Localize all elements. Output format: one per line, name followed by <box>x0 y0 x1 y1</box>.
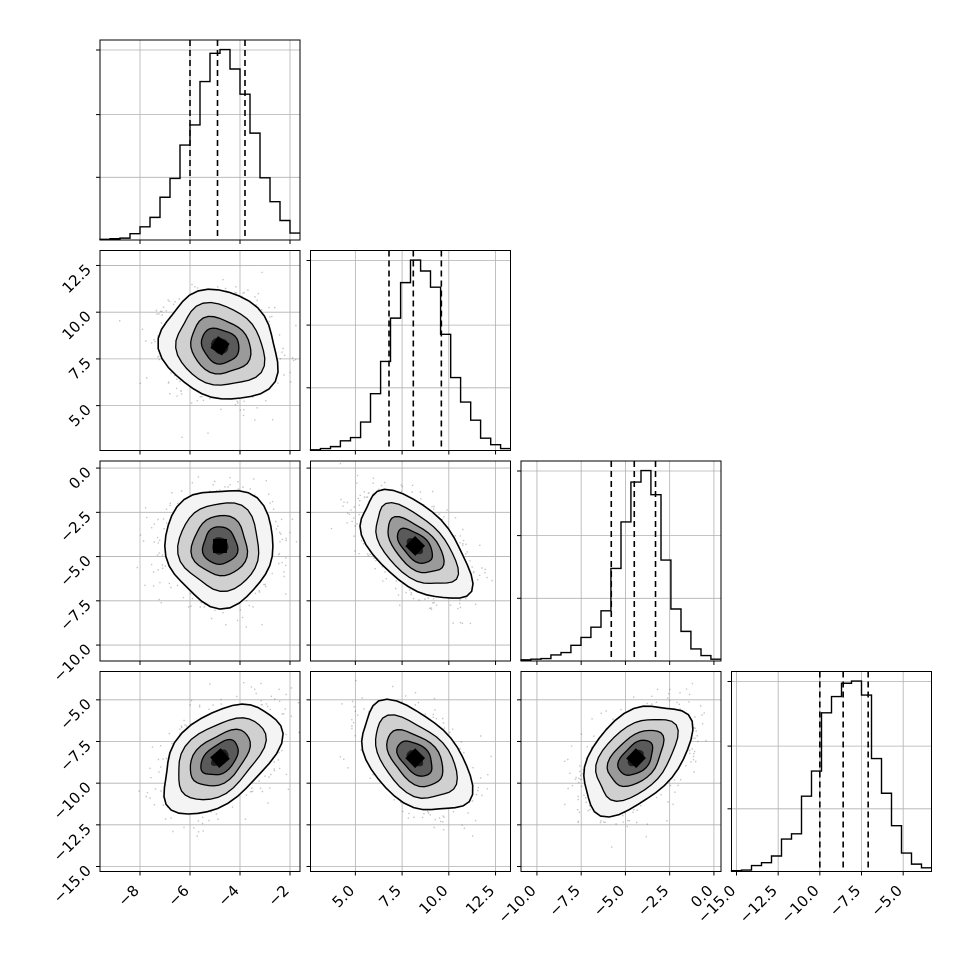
x-tick-label: −7.5 <box>546 882 584 920</box>
panel-frame <box>310 460 511 662</box>
x-tick-label: −12.5 <box>736 882 781 927</box>
scatter-panel-4-3: 0.0−2.5−5.0−7.5−10.0 <box>495 671 722 927</box>
density-peak <box>210 336 230 356</box>
y-tick-label: −5.0 <box>56 552 94 590</box>
histogram-line <box>730 680 932 872</box>
y-tick-label: −7.5 <box>56 596 94 634</box>
density-peak <box>405 748 426 769</box>
x-tick-label: −10.0 <box>777 882 822 927</box>
x-tick-label: −4 <box>214 882 242 910</box>
panel-background <box>310 250 511 451</box>
panel-frame <box>99 460 301 662</box>
histogram-panel-1 <box>96 39 301 244</box>
y-tick-label: −10.0 <box>50 778 95 823</box>
y-tick-label: 10.0 <box>58 307 94 343</box>
x-tick-label: 10.0 <box>415 882 451 918</box>
scatter-panel-4-1: −8 −6 −4 −2 −5.0 −7.5−10.0−12.5−15.0 <box>50 671 301 910</box>
y-tick-label: −7.5 <box>56 737 94 775</box>
histogram-panel-2 <box>306 250 511 455</box>
x-tick-label: −2.5 <box>634 882 672 920</box>
panel-frame <box>99 671 301 872</box>
scatter-points <box>339 679 492 837</box>
panel-frame <box>310 671 511 872</box>
y-tick-label: −10.0 <box>50 640 95 685</box>
x-tick-label: 5.0 <box>329 882 359 912</box>
scatter-panel-4-2: 5.0 7.5 10.0 12.5 <box>306 671 511 918</box>
density-peak <box>626 748 646 769</box>
density-peak <box>213 538 227 553</box>
x-tick-label: −6 <box>164 882 192 910</box>
histogram-line <box>99 48 300 241</box>
y-tick-label: −12.5 <box>50 820 95 865</box>
histogram-line <box>520 469 721 661</box>
histogram-panel-3 <box>517 460 722 665</box>
panel-frame <box>99 250 301 451</box>
x-tick-label: −2 <box>264 882 292 910</box>
panel-frame <box>731 671 932 872</box>
density-peak <box>405 536 426 556</box>
panel-frame <box>310 250 511 451</box>
x-tick-label: 7.5 <box>375 882 405 912</box>
panel-frame <box>99 39 301 241</box>
x-tick-label: −5.0 <box>868 882 906 920</box>
histogram-panel-4: −5.0−7.5−10.0−12.5−15.0 <box>694 671 932 927</box>
x-tick-label: 12.5 <box>462 882 498 918</box>
panel-frame <box>520 671 722 872</box>
panel-frame <box>520 460 722 662</box>
scatter-points <box>119 271 297 438</box>
y-tick-label: −15.0 <box>50 862 95 907</box>
density-peak <box>210 748 230 769</box>
y-tick-label: 0.0 <box>65 463 95 493</box>
y-tick-label: 12.5 <box>58 261 94 297</box>
x-tick-label: −10.0 <box>495 882 540 927</box>
panel-background <box>100 40 300 240</box>
y-tick-label: −5.0 <box>56 695 94 733</box>
y-tick-label: 5.0 <box>65 401 95 431</box>
scatter-panel-2-1: 5.0 7.5 10.0 12.5 <box>58 250 301 455</box>
y-tick-label: 7.5 <box>65 354 95 384</box>
x-tick-label: −7.5 <box>826 882 864 920</box>
x-tick-label: −5.0 <box>590 882 628 920</box>
x-tick-label: −8 <box>114 882 142 910</box>
scatter-panel-3-1: 0.0 −2.5 −5.0 −7.5 −10.0 <box>50 460 301 685</box>
y-tick-label: −2.5 <box>56 507 94 545</box>
histogram-line <box>309 259 511 451</box>
scatter-panel-3-2 <box>306 460 511 665</box>
